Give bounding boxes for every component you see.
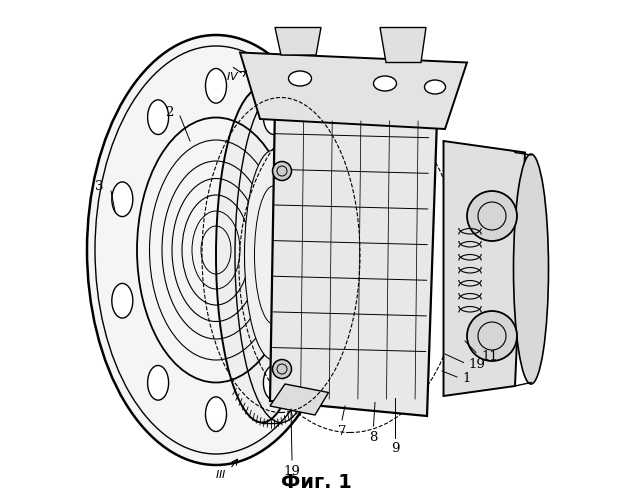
Ellipse shape (374, 76, 396, 91)
Ellipse shape (205, 397, 226, 432)
Ellipse shape (245, 150, 303, 360)
Text: 19: 19 (284, 465, 300, 478)
Text: 7: 7 (337, 425, 346, 438)
Text: Фиг. 1: Фиг. 1 (281, 473, 351, 492)
Circle shape (272, 360, 291, 378)
Polygon shape (380, 28, 426, 62)
Ellipse shape (513, 154, 549, 384)
Ellipse shape (216, 88, 308, 422)
Ellipse shape (264, 366, 284, 400)
Ellipse shape (299, 182, 320, 216)
Ellipse shape (299, 284, 320, 318)
Text: $\it{III}$: $\it{III}$ (216, 468, 227, 480)
Text: 3: 3 (95, 180, 104, 192)
Text: 8: 8 (369, 431, 378, 444)
Text: 11: 11 (481, 350, 498, 362)
Text: 1: 1 (462, 372, 470, 386)
Polygon shape (270, 104, 437, 416)
Ellipse shape (425, 80, 446, 94)
Ellipse shape (112, 182, 133, 216)
Circle shape (467, 191, 517, 241)
Polygon shape (240, 52, 467, 129)
Circle shape (467, 311, 517, 361)
Ellipse shape (87, 35, 345, 465)
Text: 2: 2 (165, 106, 174, 119)
Polygon shape (275, 28, 321, 55)
Text: 9: 9 (391, 442, 399, 456)
Text: $\it{IV}$: $\it{IV}$ (226, 70, 240, 82)
Circle shape (272, 162, 291, 180)
Text: 19: 19 (468, 358, 485, 372)
Ellipse shape (112, 284, 133, 318)
Ellipse shape (205, 68, 226, 103)
Polygon shape (444, 141, 525, 396)
Ellipse shape (264, 100, 284, 134)
Ellipse shape (148, 100, 169, 134)
Ellipse shape (288, 71, 312, 86)
Ellipse shape (148, 366, 169, 400)
Polygon shape (270, 384, 329, 415)
